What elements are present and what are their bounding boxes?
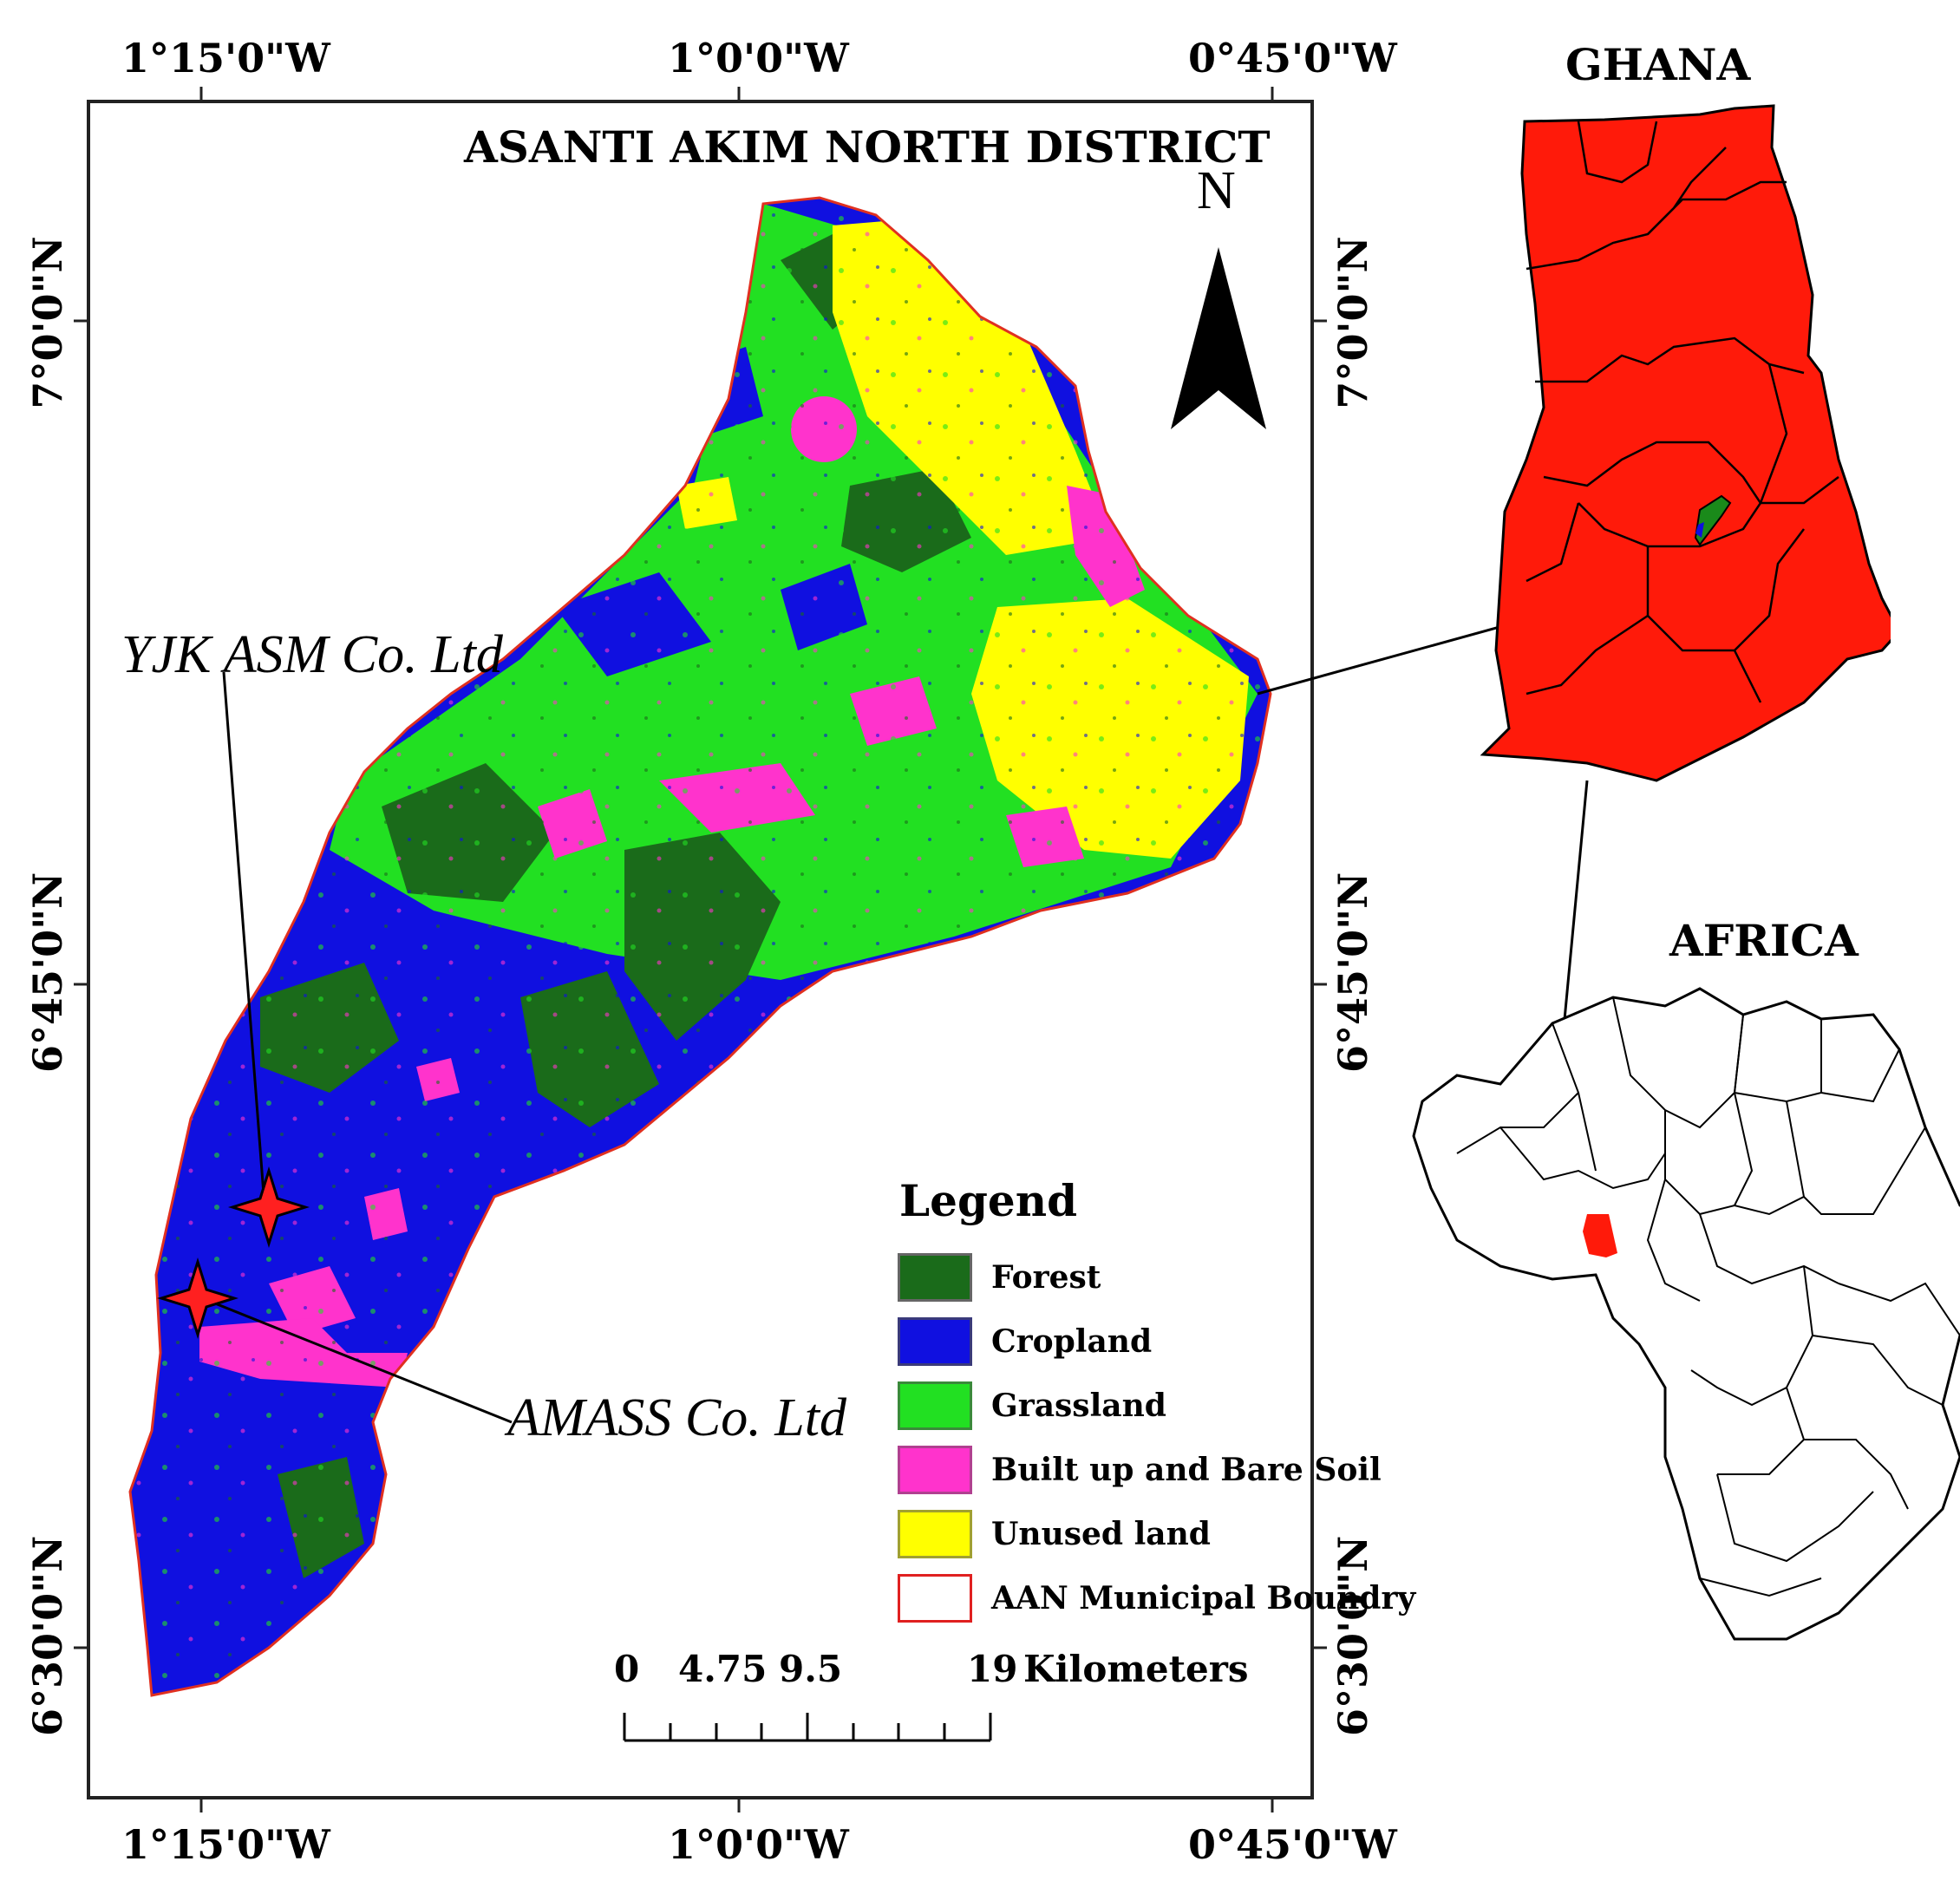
legend-title: Legend (899, 1175, 1078, 1226)
legend-swatch (898, 1317, 972, 1366)
scale-bar (623, 1713, 992, 1742)
top-coord-3: 0°45'0"W (1188, 35, 1397, 82)
main-map-frame (87, 100, 1314, 1799)
legend-item-boundary: AAN Municipal Boundry (898, 1571, 1415, 1625)
legend-swatch (898, 1253, 972, 1302)
north-label: N (1197, 161, 1236, 220)
ghana-title: GHANA (1565, 39, 1751, 90)
legend-item-builtup: Built up and Bare Soil (898, 1443, 1382, 1497)
africa-inset-map (1412, 987, 1960, 1641)
scale-tick-3: 19 (967, 1648, 1018, 1690)
legend-item-grassland: Grassland (898, 1379, 1166, 1433)
ghana-inset-map (1480, 104, 1891, 782)
legend-label: Cropland (991, 1323, 1153, 1360)
bottom-coord-3: 0°45'0"W (1188, 1821, 1397, 1868)
legend-item-cropland: Cropland (898, 1315, 1152, 1368)
map-title: ASANTI AKIM NORTH DISTRICT (464, 121, 1271, 173)
amass-marker-icon (156, 1257, 239, 1340)
legend-swatch (898, 1510, 972, 1558)
legend-item-forest: Forest (898, 1251, 1101, 1304)
bottom-coord-2: 1°0'0"W (668, 1821, 849, 1868)
bottom-coord-1: 1°15'0"W (121, 1821, 330, 1868)
legend-label: Forest (991, 1259, 1101, 1296)
legend-swatch (898, 1446, 972, 1494)
legend-swatch (898, 1574, 972, 1623)
legend-item-unused: Unused land (898, 1507, 1211, 1561)
legend-label: AAN Municipal Boundry (991, 1580, 1416, 1616)
scale-tick-1: 4.75 (678, 1648, 768, 1690)
legend-label: Built up and Bare Soil (991, 1452, 1382, 1488)
legend-label: Unused land (991, 1516, 1211, 1552)
scale-unit: Kilometers (1023, 1648, 1249, 1690)
top-coord-1: 1°15'0"W (121, 35, 330, 82)
scale-tick-0: 0 (614, 1648, 640, 1690)
yjk-marker-icon (227, 1166, 310, 1249)
amass-site-label: AMASS Co. Ltd (507, 1388, 846, 1447)
africa-title: AFRICA (1669, 915, 1859, 966)
yjk-site-label: YJK ASM Co. Ltd (121, 625, 503, 684)
scale-tick-2: 9.5 (779, 1648, 843, 1690)
legend-label: Grassland (991, 1388, 1166, 1424)
legend-swatch (898, 1381, 972, 1430)
north-arrow-icon (1171, 247, 1266, 429)
top-coord-2: 1°0'0"W (668, 35, 849, 82)
